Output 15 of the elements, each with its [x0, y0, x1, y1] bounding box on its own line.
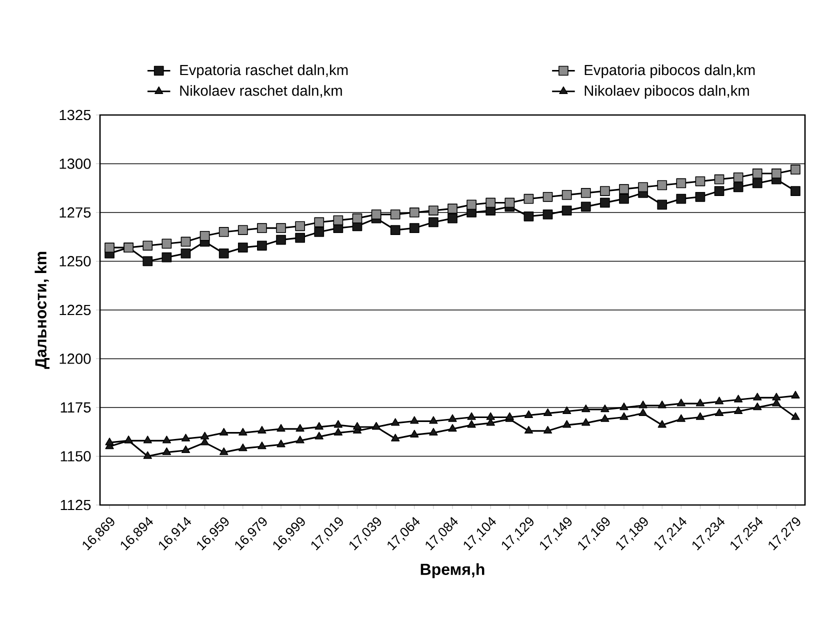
legend-label: Nikolaev raschet daln,km — [180, 85, 342, 98]
y-tick-label: 1275 — [60, 207, 91, 218]
y-axis-title: Дальности, km — [34, 252, 50, 369]
y-tick-label: 1175 — [60, 402, 91, 413]
x-axis-title: Время,h — [420, 563, 484, 578]
legend-label: Nikolaev pibocos daln,km — [584, 85, 749, 99]
y-tick-label: 1250 — [60, 256, 91, 266]
y-tick-label: 1125 — [60, 500, 91, 510]
y-tick-label: 1300 — [60, 158, 91, 169]
legend-label: Evpatoria pibocos daln,km — [584, 64, 755, 78]
y-tick-label: 1150 — [60, 451, 91, 462]
y-tick-label: 1325 — [60, 110, 91, 120]
y-tick-label: 1225 — [60, 304, 91, 316]
y-tick-label: 1200 — [60, 354, 91, 364]
legend-label: Evpatoria raschet daln,km — [180, 64, 348, 78]
